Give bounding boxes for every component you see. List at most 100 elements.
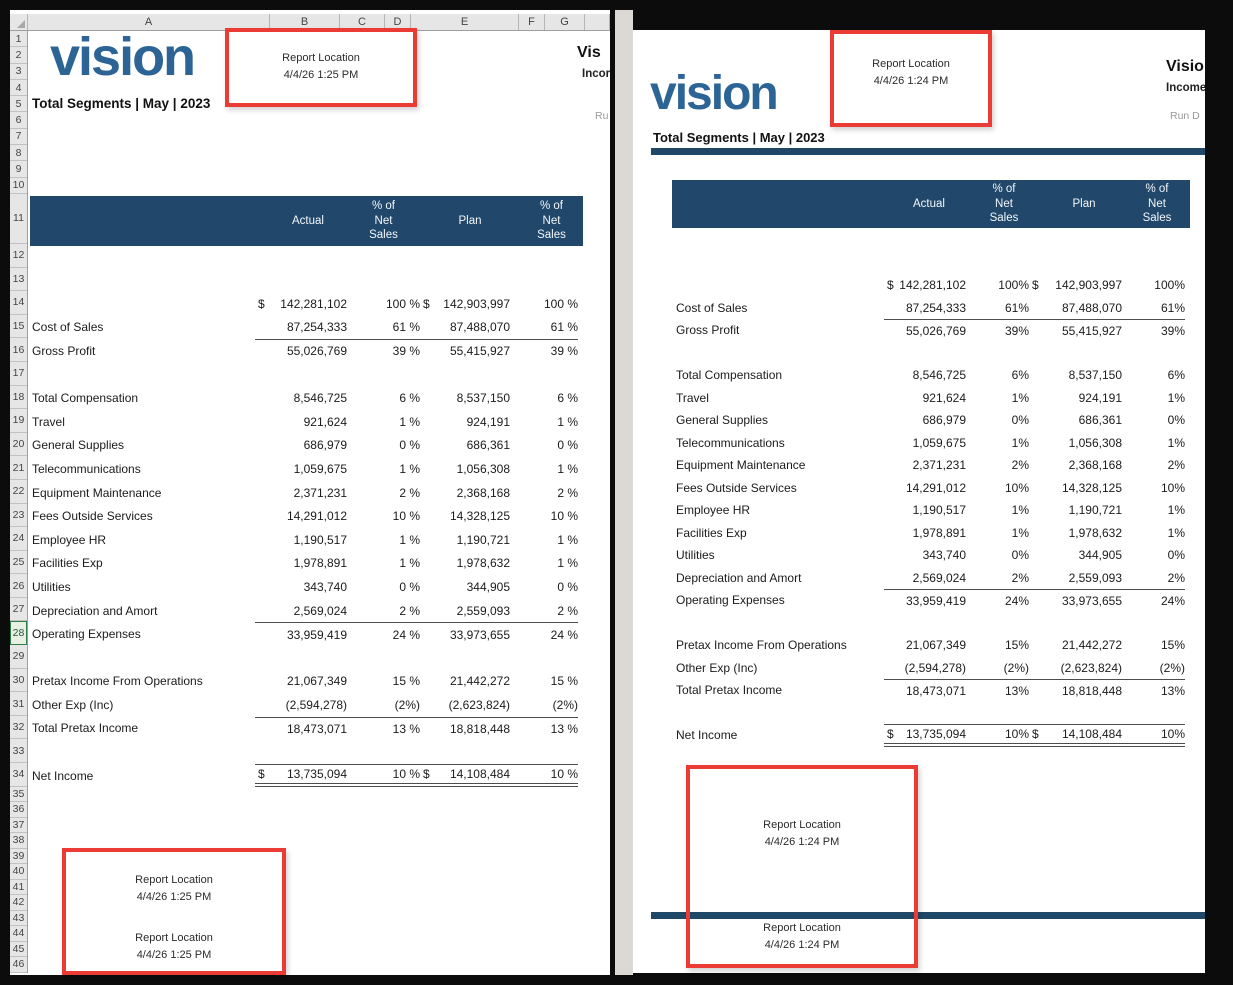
actual-value[interactable]: 55,026,769 xyxy=(269,339,347,363)
dollar-sign[interactable] xyxy=(255,339,269,363)
plan-value[interactable]: 87,488,070 xyxy=(449,320,510,335)
row-header-41[interactable]: 41 xyxy=(10,879,27,896)
plan-value[interactable]: 1,190,721 xyxy=(456,532,510,547)
actual-pct[interactable]: 10 % xyxy=(392,509,420,524)
dollar-sign[interactable] xyxy=(420,481,434,505)
row-header-42[interactable]: 42 xyxy=(10,895,27,911)
plan-value[interactable]: 8,537,150 xyxy=(456,391,510,406)
plan-pct[interactable]: 10 % xyxy=(510,763,578,788)
annotation-box-top-left[interactable]: Report Location 4/4/26 1:25 PM xyxy=(225,28,417,107)
dollar-sign[interactable] xyxy=(255,410,269,434)
row-header-25[interactable]: 25 xyxy=(10,550,27,575)
row-header-28[interactable]: 28 xyxy=(10,621,27,646)
row-header-32[interactable]: 32 xyxy=(10,715,27,740)
dollar-sign[interactable] xyxy=(255,693,269,717)
actual-value[interactable]: 14,291,012 xyxy=(286,509,347,524)
dollar-sign[interactable] xyxy=(420,410,434,434)
row-label[interactable]: General Supplies xyxy=(32,438,125,453)
row-header-27[interactable]: 27 xyxy=(10,597,27,622)
actual-pct[interactable]: 24 % xyxy=(347,622,420,646)
actual-pct[interactable]: 39 % xyxy=(347,339,420,363)
row-header-2[interactable]: 2 xyxy=(10,47,27,64)
dollar-sign[interactable] xyxy=(255,528,269,552)
dollar-sign[interactable] xyxy=(255,316,269,340)
row-header-26[interactable]: 26 xyxy=(10,574,27,598)
plan-pct[interactable]: 1 % xyxy=(557,461,578,476)
row-label[interactable]: Pretax Income From Operations xyxy=(32,674,203,689)
row-header-20[interactable]: 20 xyxy=(10,432,27,457)
plan-pct[interactable]: 0 % xyxy=(557,579,578,594)
actual-value[interactable]: 142,281,102 xyxy=(280,296,347,311)
dollar-sign[interactable] xyxy=(420,599,434,623)
dollar-sign[interactable] xyxy=(420,693,434,717)
dollar-sign[interactable] xyxy=(255,457,269,481)
plan-pct[interactable]: 15 % xyxy=(550,674,578,689)
plan-pct[interactable]: 2 % xyxy=(557,603,578,618)
row-header-15[interactable]: 15 xyxy=(10,314,27,339)
column-header-F[interactable]: F xyxy=(519,14,545,30)
row-header-11[interactable]: 11 xyxy=(10,193,27,244)
row-label[interactable]: Total Pretax Income xyxy=(32,721,139,736)
row-label[interactable]: Equipment Maintenance xyxy=(32,485,162,500)
dollar-sign[interactable] xyxy=(420,670,434,694)
row-header-30[interactable]: 30 xyxy=(10,668,27,693)
actual-value[interactable]: 87,254,333 xyxy=(286,320,347,335)
actual-pct[interactable]: 0 % xyxy=(399,579,420,594)
column-header-C[interactable]: C xyxy=(340,14,385,30)
dollar-sign[interactable]: $ xyxy=(255,763,269,788)
actual-pct[interactable]: 100 % xyxy=(385,296,420,311)
actual-pct[interactable]: 61 % xyxy=(392,320,420,335)
row-label[interactable]: Telecommunications xyxy=(32,461,141,476)
row-header-19[interactable]: 19 xyxy=(10,409,27,433)
dollar-sign[interactable] xyxy=(255,670,269,694)
column-header-E[interactable]: E xyxy=(411,14,519,30)
dollar-sign[interactable] xyxy=(255,599,269,623)
plan-pct[interactable]: 39 % xyxy=(510,339,578,363)
plan-value[interactable]: 344,905 xyxy=(466,579,510,594)
dollar-sign[interactable]: $ xyxy=(258,296,265,311)
dollar-sign[interactable]: $ xyxy=(420,763,434,788)
row-header-33[interactable]: 33 xyxy=(10,739,27,764)
actual-value[interactable]: 1,190,517 xyxy=(293,532,347,547)
plan-pct[interactable]: 13 % xyxy=(510,716,578,741)
row-header-16[interactable]: 16 xyxy=(10,338,27,362)
actual-pct[interactable]: 2 % xyxy=(399,485,420,500)
dollar-sign[interactable] xyxy=(255,434,269,458)
plan-value[interactable]: 14,108,484 xyxy=(434,763,510,788)
dollar-sign[interactable] xyxy=(255,481,269,505)
dollar-sign[interactable] xyxy=(255,552,269,576)
actual-value[interactable]: 686,979 xyxy=(303,438,347,453)
row-header-3[interactable]: 3 xyxy=(10,63,27,80)
row-header-34[interactable]: 34 xyxy=(10,763,27,787)
dollar-sign[interactable] xyxy=(420,316,434,340)
plan-value[interactable]: 2,559,093 xyxy=(456,603,510,618)
row-header-45[interactable]: 45 xyxy=(10,941,27,958)
row-label[interactable]: Depreciation and Amort xyxy=(32,603,158,618)
actual-pct[interactable]: 1 % xyxy=(399,461,420,476)
actual-pct[interactable]: 1 % xyxy=(399,556,420,571)
actual-pct[interactable]: 2 % xyxy=(399,603,420,618)
dollar-sign[interactable] xyxy=(420,457,434,481)
row-header-12[interactable]: 12 xyxy=(10,243,27,268)
plan-value[interactable]: 55,415,927 xyxy=(434,339,510,363)
plan-value[interactable]: 1,978,632 xyxy=(456,556,510,571)
row-header-17[interactable]: 17 xyxy=(10,361,27,386)
actual-value[interactable]: 2,371,231 xyxy=(293,485,347,500)
plan-pct[interactable]: 100 % xyxy=(543,296,578,311)
plan-pct[interactable]: 24 % xyxy=(510,622,578,646)
column-header-D[interactable]: D xyxy=(385,14,411,30)
actual-value[interactable]: 2,569,024 xyxy=(293,603,347,618)
row-header-5[interactable]: 5 xyxy=(10,96,27,113)
actual-value[interactable]: 18,473,071 xyxy=(269,716,347,741)
dollar-sign[interactable] xyxy=(420,528,434,552)
column-header-G[interactable]: G xyxy=(545,14,585,30)
actual-value[interactable]: 1,059,675 xyxy=(293,461,347,476)
plan-pct[interactable]: 61 % xyxy=(550,320,578,335)
row-header-38[interactable]: 38 xyxy=(10,833,27,849)
row-header-36[interactable]: 36 xyxy=(10,802,27,818)
row-header-37[interactable]: 37 xyxy=(10,817,27,834)
plan-value[interactable]: 21,442,272 xyxy=(449,674,510,689)
plan-pct[interactable]: 1 % xyxy=(557,556,578,571)
plan-pct[interactable]: 1 % xyxy=(557,414,578,429)
row-header-22[interactable]: 22 xyxy=(10,479,27,504)
